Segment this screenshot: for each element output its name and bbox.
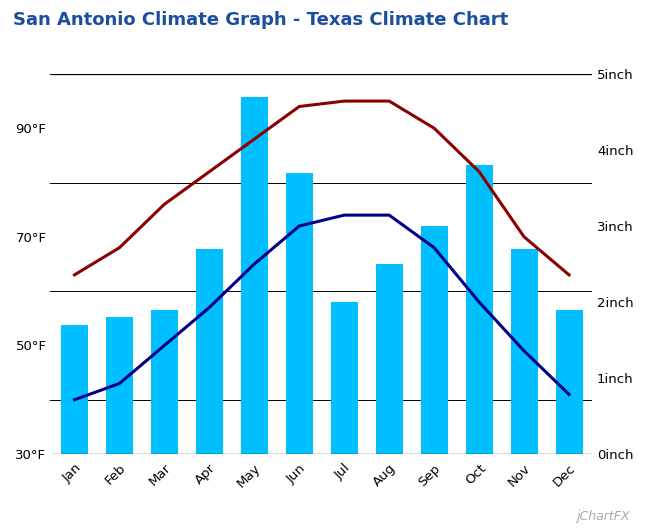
Bar: [465, 165, 493, 454]
Bar: [61, 325, 88, 454]
Bar: [240, 97, 268, 454]
Bar: [331, 302, 358, 454]
Bar: [556, 309, 582, 454]
Bar: [151, 309, 178, 454]
Text: jChartFX: jChartFX: [577, 510, 630, 523]
Bar: [196, 249, 223, 454]
Bar: [376, 264, 402, 454]
Bar: [286, 173, 313, 454]
Text: San Antonio Climate Graph - Texas Climate Chart: San Antonio Climate Graph - Texas Climat…: [13, 11, 508, 29]
Bar: [510, 249, 538, 454]
Bar: [106, 317, 133, 454]
Bar: [421, 226, 448, 454]
